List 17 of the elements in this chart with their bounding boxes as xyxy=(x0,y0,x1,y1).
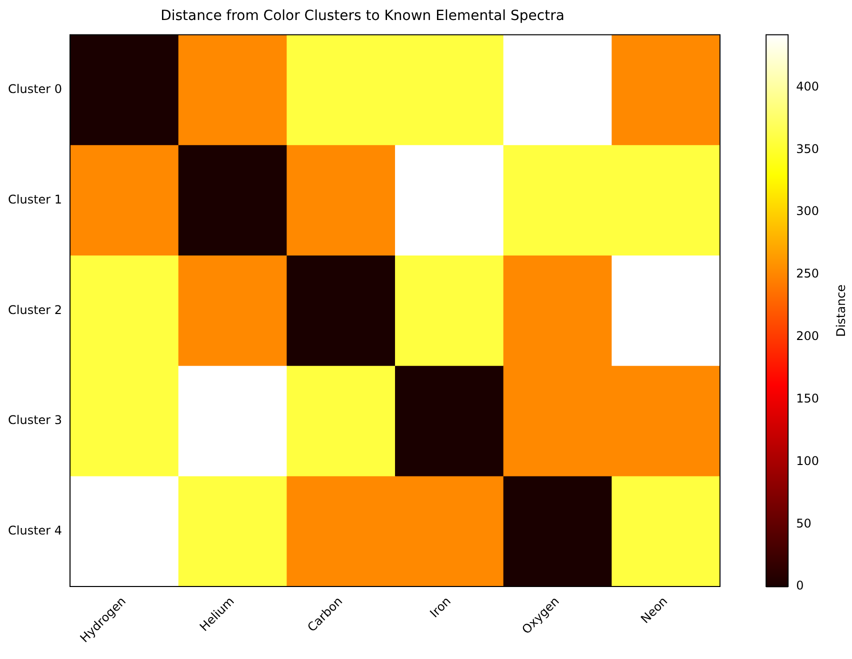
chart-title: Distance from Color Clusters to Known Elemental Spectra xyxy=(160,8,564,24)
color-bar-title: Distance xyxy=(834,284,848,337)
y-tick-label: Cluster 4 xyxy=(8,524,62,538)
color-bar-label: 350 xyxy=(796,142,819,156)
color-bar-label: 0 xyxy=(796,578,804,593)
y-tick-label: Cluster 2 xyxy=(8,302,62,317)
x-tick-label: Iron xyxy=(427,594,454,620)
color-bar-label: 100 xyxy=(796,454,819,468)
color-bar-label: 300 xyxy=(796,204,819,218)
y-tick-label: Cluster 1 xyxy=(8,192,62,206)
color-bar-label: 400 xyxy=(796,79,819,94)
y-tick-label: Cluster 3 xyxy=(8,413,62,428)
color-bar-label: 200 xyxy=(796,329,819,344)
y-tick-label: Cluster 0 xyxy=(8,82,62,96)
color-bar-label: 150 xyxy=(796,391,819,406)
color-bar-label: 50 xyxy=(796,516,812,530)
color-bar-label: 250 xyxy=(796,266,819,281)
